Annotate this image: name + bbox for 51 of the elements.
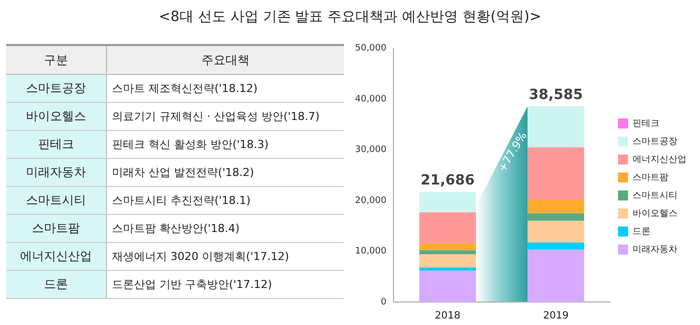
bar [419,192,476,212]
legend-label: 드론 [632,226,650,237]
bar [528,106,584,148]
text: 핀테크 혁신 활성화 방안('18.3) [112,138,269,151]
text: 스마트시티 추진전략('18.1) [112,194,251,207]
bar [419,250,476,254]
x-tick-label: 2018 [434,310,460,322]
category-label: 핀테크 [38,137,74,151]
y-tick-label: 0 [380,297,387,308]
category-label: 드론 [44,277,68,291]
y-tick-label: 40,000 [354,94,387,104]
y-tick-label: 10,000 [354,246,387,257]
bar [419,212,476,244]
text: 스마트 제조혁신전략('18.12) [112,82,258,95]
text: 드론산업 기반 구축방안('17.12) [112,278,272,291]
category-label: 스마트팜 [32,221,80,235]
bar [419,268,476,271]
x-tick-label: 2019 [543,310,569,322]
category-label: 스마트시티 [26,193,86,207]
legend-label: 바이오헬스 [632,208,678,219]
legend-label: 스마트시티 [632,190,678,201]
category-label: 스마트공장 [26,81,86,95]
legend-label: 스마트팜 [632,172,668,183]
legend-label: 에너지신산업 [632,154,686,165]
text: 스마트팜 확산방안('18.4) [112,222,240,235]
legend-label: 스마트공장 [632,136,678,147]
bar [419,270,476,302]
category-label: 미래자동차 [26,165,86,179]
y-tick-label: 30,000 [354,145,387,156]
text: 미래차 산업 발전전략('18.2) [112,166,254,179]
legend-label: 미래자동차 [632,244,678,255]
text: <8대 선도 사업 기존 발표 주요대책과 예산반영 현황(억원)> [158,8,542,26]
legend-label: 핀테크 [632,118,660,129]
text: 재생에너지 3020 이행계획('17.12) [112,250,290,263]
y-tick-label: 50,000 [354,44,387,54]
bar [528,250,584,302]
total-label: 21,686 [420,172,475,189]
bar [528,200,584,214]
bar [419,243,476,250]
category-label: 주요대책 [106,45,344,74]
text: 의료기기 규제혁신 · 산업육성 방안('18.7) [112,110,320,123]
bar [528,220,584,243]
category-label: 구분 [6,45,106,74]
bar [528,213,584,221]
category-label: 에너지신산업 [20,249,92,263]
category-label: 바이오헬스 [26,109,86,123]
y-tick-label: 20,000 [354,196,387,206]
bar [528,147,584,200]
bar [419,254,476,268]
bar [528,242,584,250]
total-label: 38,585 [528,86,583,103]
